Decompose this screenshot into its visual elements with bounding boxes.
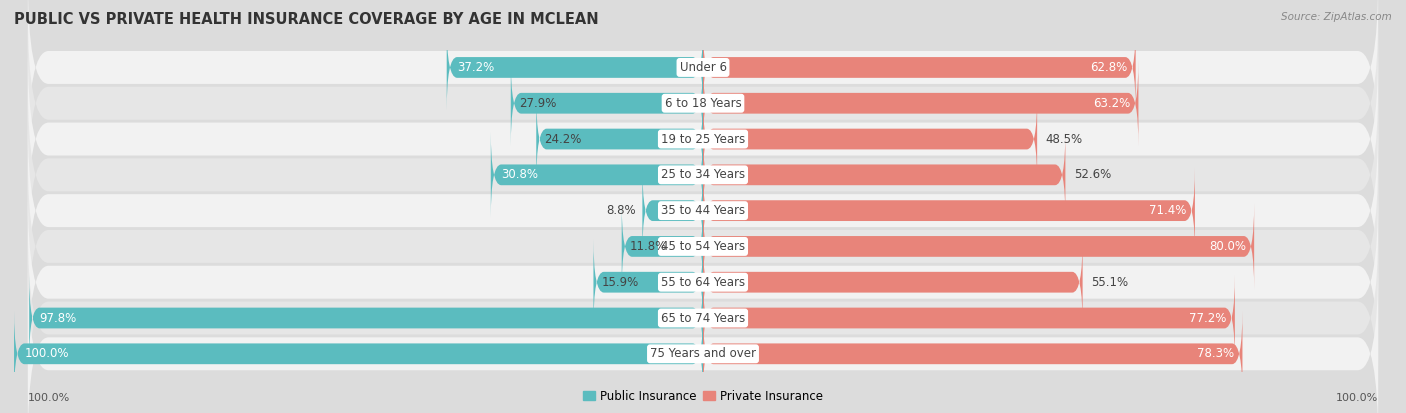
- Text: 25 to 34 Years: 25 to 34 Years: [661, 169, 745, 181]
- FancyBboxPatch shape: [28, 84, 1378, 266]
- Text: 27.9%: 27.9%: [519, 97, 557, 110]
- Text: 37.2%: 37.2%: [457, 61, 495, 74]
- Text: 75 Years and over: 75 Years and over: [650, 347, 756, 360]
- Text: Source: ZipAtlas.com: Source: ZipAtlas.com: [1281, 12, 1392, 22]
- FancyBboxPatch shape: [28, 227, 1378, 409]
- FancyBboxPatch shape: [28, 12, 1378, 194]
- FancyBboxPatch shape: [703, 239, 1083, 325]
- Legend: Public Insurance, Private Insurance: Public Insurance, Private Insurance: [578, 385, 828, 408]
- FancyBboxPatch shape: [703, 311, 1243, 397]
- FancyBboxPatch shape: [30, 275, 703, 361]
- Text: 62.8%: 62.8%: [1090, 61, 1128, 74]
- Text: 48.5%: 48.5%: [1046, 133, 1083, 145]
- Text: 78.3%: 78.3%: [1197, 347, 1234, 360]
- Text: 30.8%: 30.8%: [501, 169, 538, 181]
- Text: 35 to 44 Years: 35 to 44 Years: [661, 204, 745, 217]
- FancyBboxPatch shape: [447, 24, 703, 111]
- Text: 45 to 54 Years: 45 to 54 Years: [661, 240, 745, 253]
- Text: 19 to 25 Years: 19 to 25 Years: [661, 133, 745, 145]
- Text: 55 to 64 Years: 55 to 64 Years: [661, 276, 745, 289]
- FancyBboxPatch shape: [28, 191, 1378, 373]
- Text: 100.0%: 100.0%: [24, 347, 69, 360]
- Text: 55.1%: 55.1%: [1091, 276, 1128, 289]
- FancyBboxPatch shape: [28, 0, 1378, 158]
- FancyBboxPatch shape: [28, 48, 1378, 230]
- FancyBboxPatch shape: [703, 167, 1195, 254]
- FancyBboxPatch shape: [593, 239, 703, 325]
- Text: 6 to 18 Years: 6 to 18 Years: [665, 97, 741, 110]
- FancyBboxPatch shape: [491, 131, 703, 218]
- FancyBboxPatch shape: [14, 311, 703, 397]
- FancyBboxPatch shape: [28, 120, 1378, 301]
- Text: 52.6%: 52.6%: [1074, 169, 1111, 181]
- FancyBboxPatch shape: [28, 263, 1378, 413]
- Text: 11.8%: 11.8%: [630, 240, 668, 253]
- FancyBboxPatch shape: [703, 60, 1139, 147]
- Text: PUBLIC VS PRIVATE HEALTH INSURANCE COVERAGE BY AGE IN MCLEAN: PUBLIC VS PRIVATE HEALTH INSURANCE COVER…: [14, 12, 599, 27]
- FancyBboxPatch shape: [643, 167, 703, 254]
- FancyBboxPatch shape: [536, 96, 703, 183]
- FancyBboxPatch shape: [703, 203, 1254, 290]
- FancyBboxPatch shape: [703, 96, 1038, 183]
- Text: 100.0%: 100.0%: [1336, 393, 1378, 403]
- Text: 100.0%: 100.0%: [28, 393, 70, 403]
- Text: 71.4%: 71.4%: [1149, 204, 1187, 217]
- Text: 97.8%: 97.8%: [39, 311, 77, 325]
- FancyBboxPatch shape: [28, 156, 1378, 337]
- Text: 77.2%: 77.2%: [1189, 311, 1226, 325]
- FancyBboxPatch shape: [510, 60, 703, 147]
- FancyBboxPatch shape: [621, 203, 703, 290]
- FancyBboxPatch shape: [703, 275, 1234, 361]
- Text: 24.2%: 24.2%: [544, 133, 582, 145]
- Text: 15.9%: 15.9%: [602, 276, 638, 289]
- Text: 63.2%: 63.2%: [1092, 97, 1130, 110]
- Text: 80.0%: 80.0%: [1209, 240, 1246, 253]
- FancyBboxPatch shape: [703, 24, 1136, 111]
- Text: 65 to 74 Years: 65 to 74 Years: [661, 311, 745, 325]
- Text: 8.8%: 8.8%: [606, 204, 636, 217]
- FancyBboxPatch shape: [703, 131, 1066, 218]
- Text: Under 6: Under 6: [679, 61, 727, 74]
